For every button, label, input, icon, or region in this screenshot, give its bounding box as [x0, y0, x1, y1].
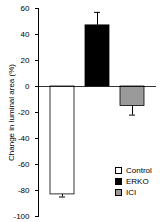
html-text:ERKO: ERKO — [126, 177, 149, 186]
html-text:ICI: ICI — [126, 188, 137, 197]
svg-text:60: 60 — [21, 4, 30, 13]
svg-text:20: 20 — [21, 56, 30, 65]
svg-text:-40: -40 — [18, 134, 30, 143]
svg-text:-100: -100 — [13, 212, 30, 221]
svg-text:-20: -20 — [18, 108, 30, 117]
html-text:Control: Control — [126, 166, 152, 175]
svg-text:-60: -60 — [18, 160, 30, 169]
svg-text:-80: -80 — [18, 186, 30, 195]
svg-text:0: 0 — [25, 82, 30, 91]
svg-text:Change in luminal area (%): Change in luminal area (%) — [7, 64, 16, 161]
svg-text:40: 40 — [21, 30, 30, 39]
